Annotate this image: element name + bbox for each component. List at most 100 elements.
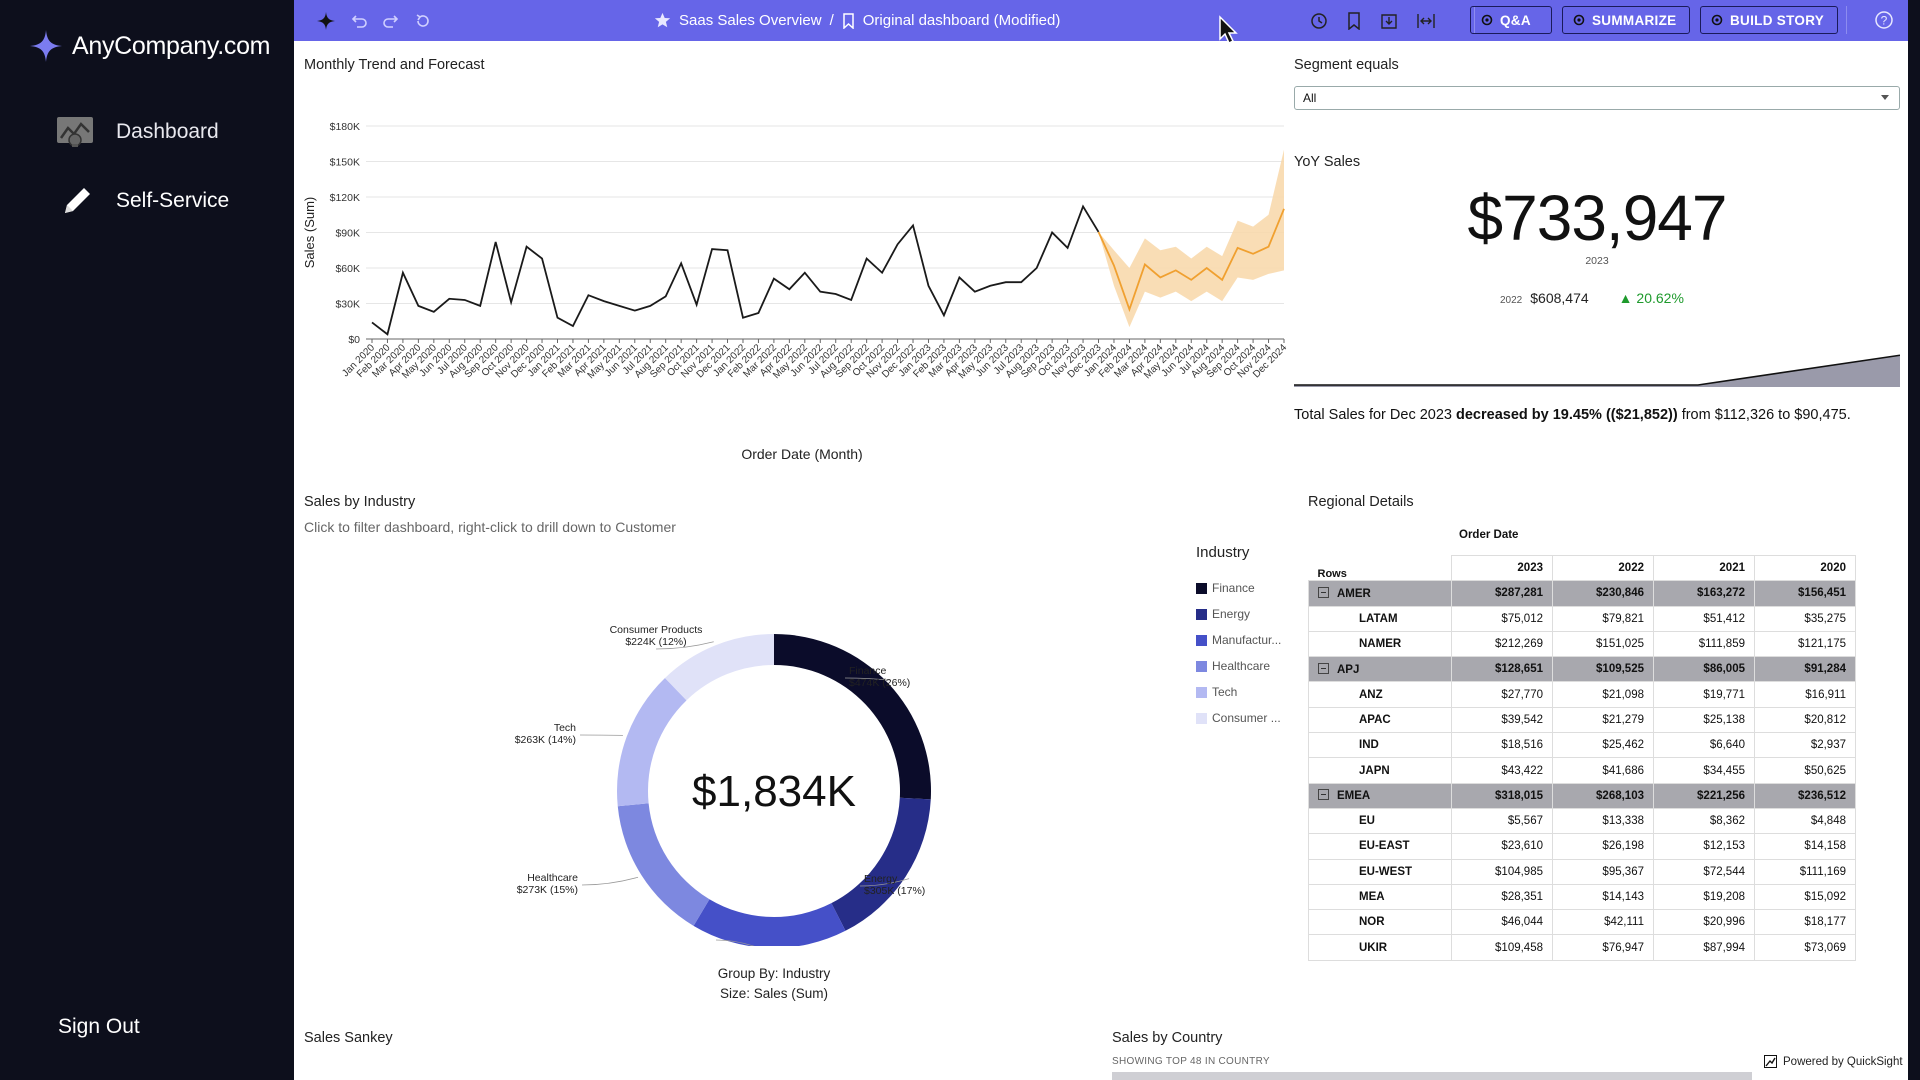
- collapse-icon[interactable]: [1318, 789, 1329, 801]
- donut-slice[interactable]: [617, 803, 710, 926]
- row-label-cell[interactable]: ANZ: [1308, 681, 1452, 708]
- donut-slice[interactable]: [831, 797, 931, 931]
- row-label-cell[interactable]: IND: [1308, 732, 1452, 759]
- sparkle-icon[interactable]: [316, 11, 336, 31]
- value-cell: $73,069: [1754, 934, 1856, 961]
- value-cell: $19,208: [1653, 883, 1755, 911]
- industry-donut-chart[interactable]: Finance$474K (26%) Energy$305K (17%) Manuf…: [424, 556, 1124, 946]
- row-label-cell[interactable]: APJ: [1308, 656, 1452, 683]
- sign-out-link[interactable]: Sign Out: [58, 1015, 140, 1038]
- kpi-title: YoY Sales: [1294, 154, 1361, 170]
- region-group-row[interactable]: APJ $128,651 $109,525 $86,005 $91,284: [1308, 656, 1856, 683]
- row-label-cell[interactable]: JAPN: [1308, 757, 1452, 784]
- row-label-cell[interactable]: AMER: [1308, 580, 1452, 607]
- redo-icon[interactable]: [382, 12, 400, 30]
- download-icon[interactable]: [1380, 12, 1398, 30]
- table-row[interactable]: EU-WEST $104,985 $95,367 $72,544 $111,169: [1308, 858, 1856, 885]
- build-story-button[interactable]: BUILD STORY: [1700, 6, 1838, 34]
- table-row[interactable]: NAMER $212,269 $151,025 $111,859 $121,175: [1308, 630, 1856, 658]
- region-group-row[interactable]: AMER $287,281 $230,846 $163,272 $156,451: [1308, 580, 1856, 607]
- row-label-cell[interactable]: NOR: [1308, 909, 1452, 936]
- value-cell: $87,994: [1653, 934, 1755, 961]
- segment-dropdown[interactable]: All: [1294, 86, 1900, 110]
- legend-item[interactable]: Finance: [1196, 575, 1281, 601]
- forecast-band: [1098, 149, 1284, 328]
- pencil-icon: [65, 188, 90, 213]
- row-label: UKIR: [1359, 941, 1388, 954]
- analysis-title: Saas Sales Overview / Original dashboard…: [654, 0, 1060, 41]
- row-label-cell[interactable]: MEA: [1308, 883, 1452, 911]
- table-row[interactable]: EU $5,567 $13,338 $8,362 $4,848: [1308, 807, 1856, 835]
- kpi-comparison: 2022 $608,474 ▲ 20.62%: [1500, 290, 1684, 306]
- kpi-narrative: Total Sales for Dec 2023 decreased by 19…: [1294, 407, 1900, 423]
- nav-self-service[interactable]: Self-Service: [60, 184, 229, 218]
- collapse-icon[interactable]: [1318, 586, 1329, 598]
- row-label-cell[interactable]: EU-WEST: [1308, 858, 1452, 885]
- donut-slice[interactable]: [617, 678, 687, 807]
- collapse-icon[interactable]: [1318, 662, 1329, 674]
- col-header-year[interactable]: 2022: [1552, 554, 1654, 582]
- table-row[interactable]: IND $18,516 $25,462 $6,640 $2,937: [1308, 732, 1856, 759]
- row-label: IND: [1359, 739, 1379, 752]
- value-cell: $5,567: [1451, 807, 1553, 835]
- table-row[interactable]: ANZ $27,770 $21,098 $19,771 $16,911: [1308, 681, 1856, 708]
- table-row[interactable]: EU-EAST $23,610 $26,198 $12,153 $14,158: [1308, 833, 1856, 860]
- qa-button[interactable]: Q&A: [1470, 6, 1552, 34]
- summarize-button[interactable]: SUMMARIZE: [1562, 6, 1690, 34]
- legend-item[interactable]: Manufactur...: [1196, 627, 1281, 653]
- row-label-cell[interactable]: EU-EAST: [1308, 833, 1452, 860]
- row-label-cell[interactable]: NAMER: [1308, 630, 1452, 658]
- value-cell: $41,686: [1552, 757, 1654, 784]
- legend-label: Manufactur...: [1212, 633, 1282, 647]
- col-header-year[interactable]: 2023: [1451, 554, 1553, 582]
- country-subtitle: SHOWING TOP 48 IN COUNTRY: [1112, 1056, 1270, 1067]
- bookmark-outline-icon[interactable]: [1346, 11, 1362, 30]
- star-icon[interactable]: [654, 12, 671, 29]
- fit-width-icon[interactable]: [1416, 12, 1436, 30]
- forecast-line[interactable]: [1097, 208, 1285, 313]
- table-row[interactable]: MEA $28,351 $14,143 $19,208 $15,092: [1308, 883, 1856, 911]
- bookmark-icon[interactable]: [842, 12, 855, 29]
- toolbar-tools: [1310, 0, 1436, 41]
- col-header-year[interactable]: 2020: [1754, 554, 1856, 582]
- legend-item[interactable]: Healthcare: [1196, 653, 1281, 679]
- donut-total: $1,834K: [692, 767, 856, 816]
- table-row[interactable]: APAC $39,542 $21,279 $25,138 $20,812: [1308, 706, 1856, 734]
- sparkline-line: [1294, 354, 1900, 386]
- row-label-cell[interactable]: LATAM: [1308, 605, 1452, 632]
- help-icon[interactable]: ?: [1874, 10, 1894, 30]
- nav-dashboard[interactable]: Dashboard: [56, 116, 219, 148]
- legend-item[interactable]: Tech: [1196, 679, 1281, 705]
- undo-icon[interactable]: [350, 12, 368, 30]
- row-label-cell[interactable]: EU: [1308, 807, 1452, 835]
- value-cell: $27,770: [1451, 681, 1553, 708]
- value-cell: $86,005: [1653, 656, 1755, 683]
- regional-pivot-table[interactable]: Rows 2023 2022 2021 2020 AMER $287,281 $23…: [1308, 554, 1856, 961]
- actual-sales-line[interactable]: [371, 204, 1100, 336]
- donut-slice[interactable]: [693, 899, 846, 946]
- legend-item[interactable]: Consumer ...: [1196, 705, 1281, 731]
- row-label-cell[interactable]: APAC: [1308, 706, 1452, 734]
- row-label-cell[interactable]: UKIR: [1308, 934, 1452, 961]
- slice-value-label: $224K (12%): [625, 636, 686, 648]
- table-row[interactable]: UKIR $109,458 $76,947 $87,994 $73,069: [1308, 934, 1856, 961]
- donut-slice[interactable]: [664, 634, 774, 701]
- segment-filter-label: Segment equals: [1294, 57, 1399, 73]
- legend-title: Industry: [1196, 544, 1250, 561]
- col-header-year[interactable]: 2021: [1653, 554, 1755, 582]
- clock-icon[interactable]: [1310, 12, 1328, 30]
- scrollbar[interactable]: [1908, 0, 1920, 1080]
- table-row[interactable]: JAPN $43,422 $41,686 $34,455 $50,625: [1308, 757, 1856, 784]
- dashboard-canvas: Monthly Trend and Forecast $0 $30K $60K $90…: [294, 41, 1908, 1080]
- table-row[interactable]: NOR $46,044 $42,111 $20,996 $18,177: [1308, 909, 1856, 936]
- table-row[interactable]: LATAM $75,012 $79,821 $51,412 $35,275: [1308, 605, 1856, 632]
- narrative-highlight: decreased by 19.45% (($21,852)): [1456, 407, 1678, 423]
- brand[interactable]: AnyCompany.com: [28, 28, 271, 64]
- value-cell: $121,175: [1754, 630, 1856, 658]
- donut-slice[interactable]: [774, 634, 931, 800]
- row-label-cell[interactable]: EMEA: [1308, 782, 1452, 809]
- region-group-row[interactable]: EMEA $318,015 $268,103 $221,256 $236,512: [1308, 782, 1856, 809]
- reset-icon[interactable]: [414, 12, 432, 30]
- legend-item[interactable]: Energy: [1196, 601, 1281, 627]
